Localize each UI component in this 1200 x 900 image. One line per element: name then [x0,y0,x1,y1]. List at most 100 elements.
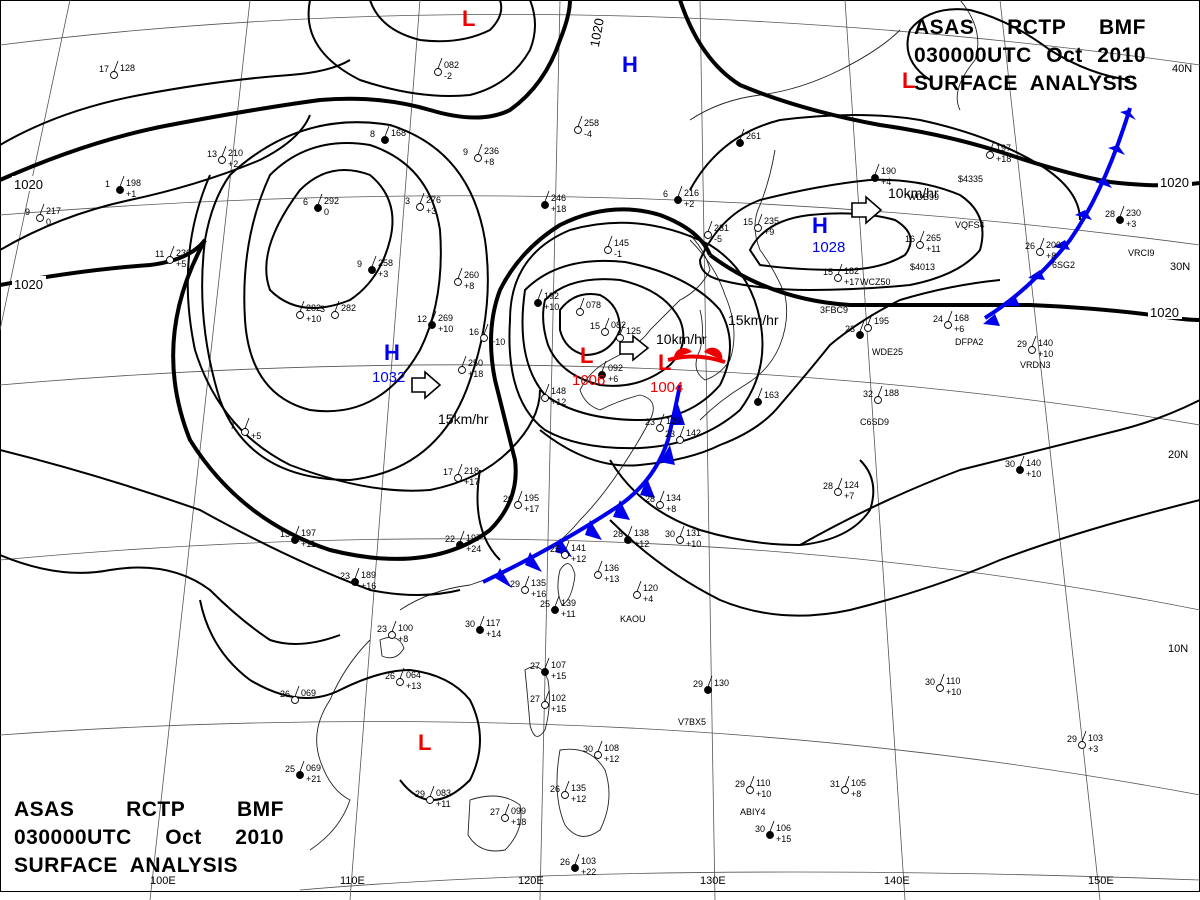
isobar [542,278,685,387]
station-plot: 12 269+10 [417,310,453,334]
station-temperature: 22 [445,534,455,544]
station-tendency: +5 [176,259,186,269]
station-temperature: 29 [693,679,703,689]
station-circle [736,139,744,147]
station-pressure: 110 [946,676,960,686]
lat-label: 40N [1172,63,1192,75]
warm-front-bump [704,347,723,360]
station-temperature: 17 [99,64,109,74]
station-circle [110,71,118,79]
wind-barb [461,355,467,367]
latitude-line-0 [299,871,1200,891]
station-temperature: 24 [933,314,943,324]
station-temperature: 29 [510,579,520,589]
wind-barb [939,673,945,685]
station-pressure: 250 [468,358,483,368]
coastline-borneo [467,795,522,852]
wind-barb [317,193,323,205]
wind-barb [504,803,510,815]
station-pressure: 236 [484,146,499,156]
ship-id: WCZ50 [860,277,891,287]
station-tendency: +8 [464,281,474,291]
station-pressure: 197 [301,528,316,538]
station-tendency: +8 [484,157,494,167]
isobar [799,399,1200,546]
station-circle [381,136,389,144]
isobar [609,459,875,547]
station-tendency: +17 [844,277,859,287]
wind-barb [299,300,305,312]
station-tendency: 0 [46,217,51,227]
wind-barb [537,288,543,300]
station-plot: 258-4 [574,115,599,139]
wind-barb [39,203,45,215]
station-plot: 29 140+10 [1017,335,1053,359]
station-tendency: +8 [851,789,861,799]
station-pressure: 064 [406,670,421,680]
station-plot: 30 110+10 [925,673,961,697]
station-plot: 195 [864,313,889,332]
cold-front-triangle [660,445,675,465]
station-pressure: 083 [436,788,451,798]
station-circle [766,831,774,839]
station-circle [841,786,849,794]
station-circle [986,151,994,159]
wind-barb [1039,237,1045,249]
station-pressure: 107 [551,660,566,670]
header-agency: ASAS [914,16,975,39]
wind-barb [221,145,227,157]
station-temperature: 27 [530,661,540,671]
station-plot: 192+10 [534,288,559,312]
isobar-label: 1020 [14,277,43,292]
station-circle [676,436,684,444]
station-pressure: 200 [1046,240,1061,250]
warm-front [667,347,726,364]
ship-ids: KAOU V7BX5 ABIY4 C6SD9 WDE25 DFPA2 VRDN3… [620,174,1155,817]
station-pressure: 078 [586,300,601,310]
station-temperature: 26 [560,857,570,867]
station-circle [458,366,466,374]
station-tendency: +10 [686,539,701,549]
station-tendency: +10 [756,789,771,799]
header-line-3: SURFACE ANALYSIS [14,852,284,880]
station-plot: 17 218+17 [443,463,479,487]
station-pressure: 102 [551,693,566,703]
high-center-label: H [622,52,638,77]
station-circle [476,626,484,634]
wind-barb [659,413,665,425]
station-tendency: +4 [643,594,653,604]
station-circle [594,751,602,759]
wind-barb [431,310,437,322]
station-tendency: +10 [946,687,961,697]
station-pressure: 092 [608,363,623,373]
ship-id: VQFS4 [955,220,985,230]
station-circle [674,196,682,204]
station-pressure: 120 [643,583,658,593]
station-circle [426,796,434,804]
latitude-line-30n [0,195,1200,246]
wind-barb [294,685,300,697]
station-circle [351,578,359,586]
station-temperature: 29 [1017,339,1027,349]
station-pressure: 261 [746,131,761,141]
station-temperature: 31 [830,779,840,789]
wind-barb [399,667,405,679]
header-agency: ASAS [14,798,75,821]
isobar [559,293,622,357]
header-month: Oct [1046,44,1083,67]
high-center-value: 1028 [812,239,845,256]
station-pressure: 265 [926,233,941,243]
station-temperature: 23 [645,417,655,427]
wind-barb [707,220,713,232]
station-plot: 231-5 [704,220,729,244]
motion-arrows [411,195,883,400]
wind-barb [677,185,683,197]
station-plot: 29 130 [693,675,729,694]
cold-front-triangle [525,552,542,572]
station-tendency: +13 [406,681,421,691]
station-pressure: 235 [764,216,779,226]
low-center-value: 1006 [572,372,605,389]
station-pressure: 168 [391,128,406,138]
lon-label: 150E [1088,875,1114,887]
